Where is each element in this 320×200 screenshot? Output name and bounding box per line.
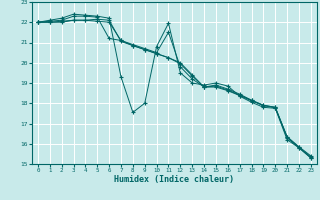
X-axis label: Humidex (Indice chaleur): Humidex (Indice chaleur) [115, 175, 234, 184]
